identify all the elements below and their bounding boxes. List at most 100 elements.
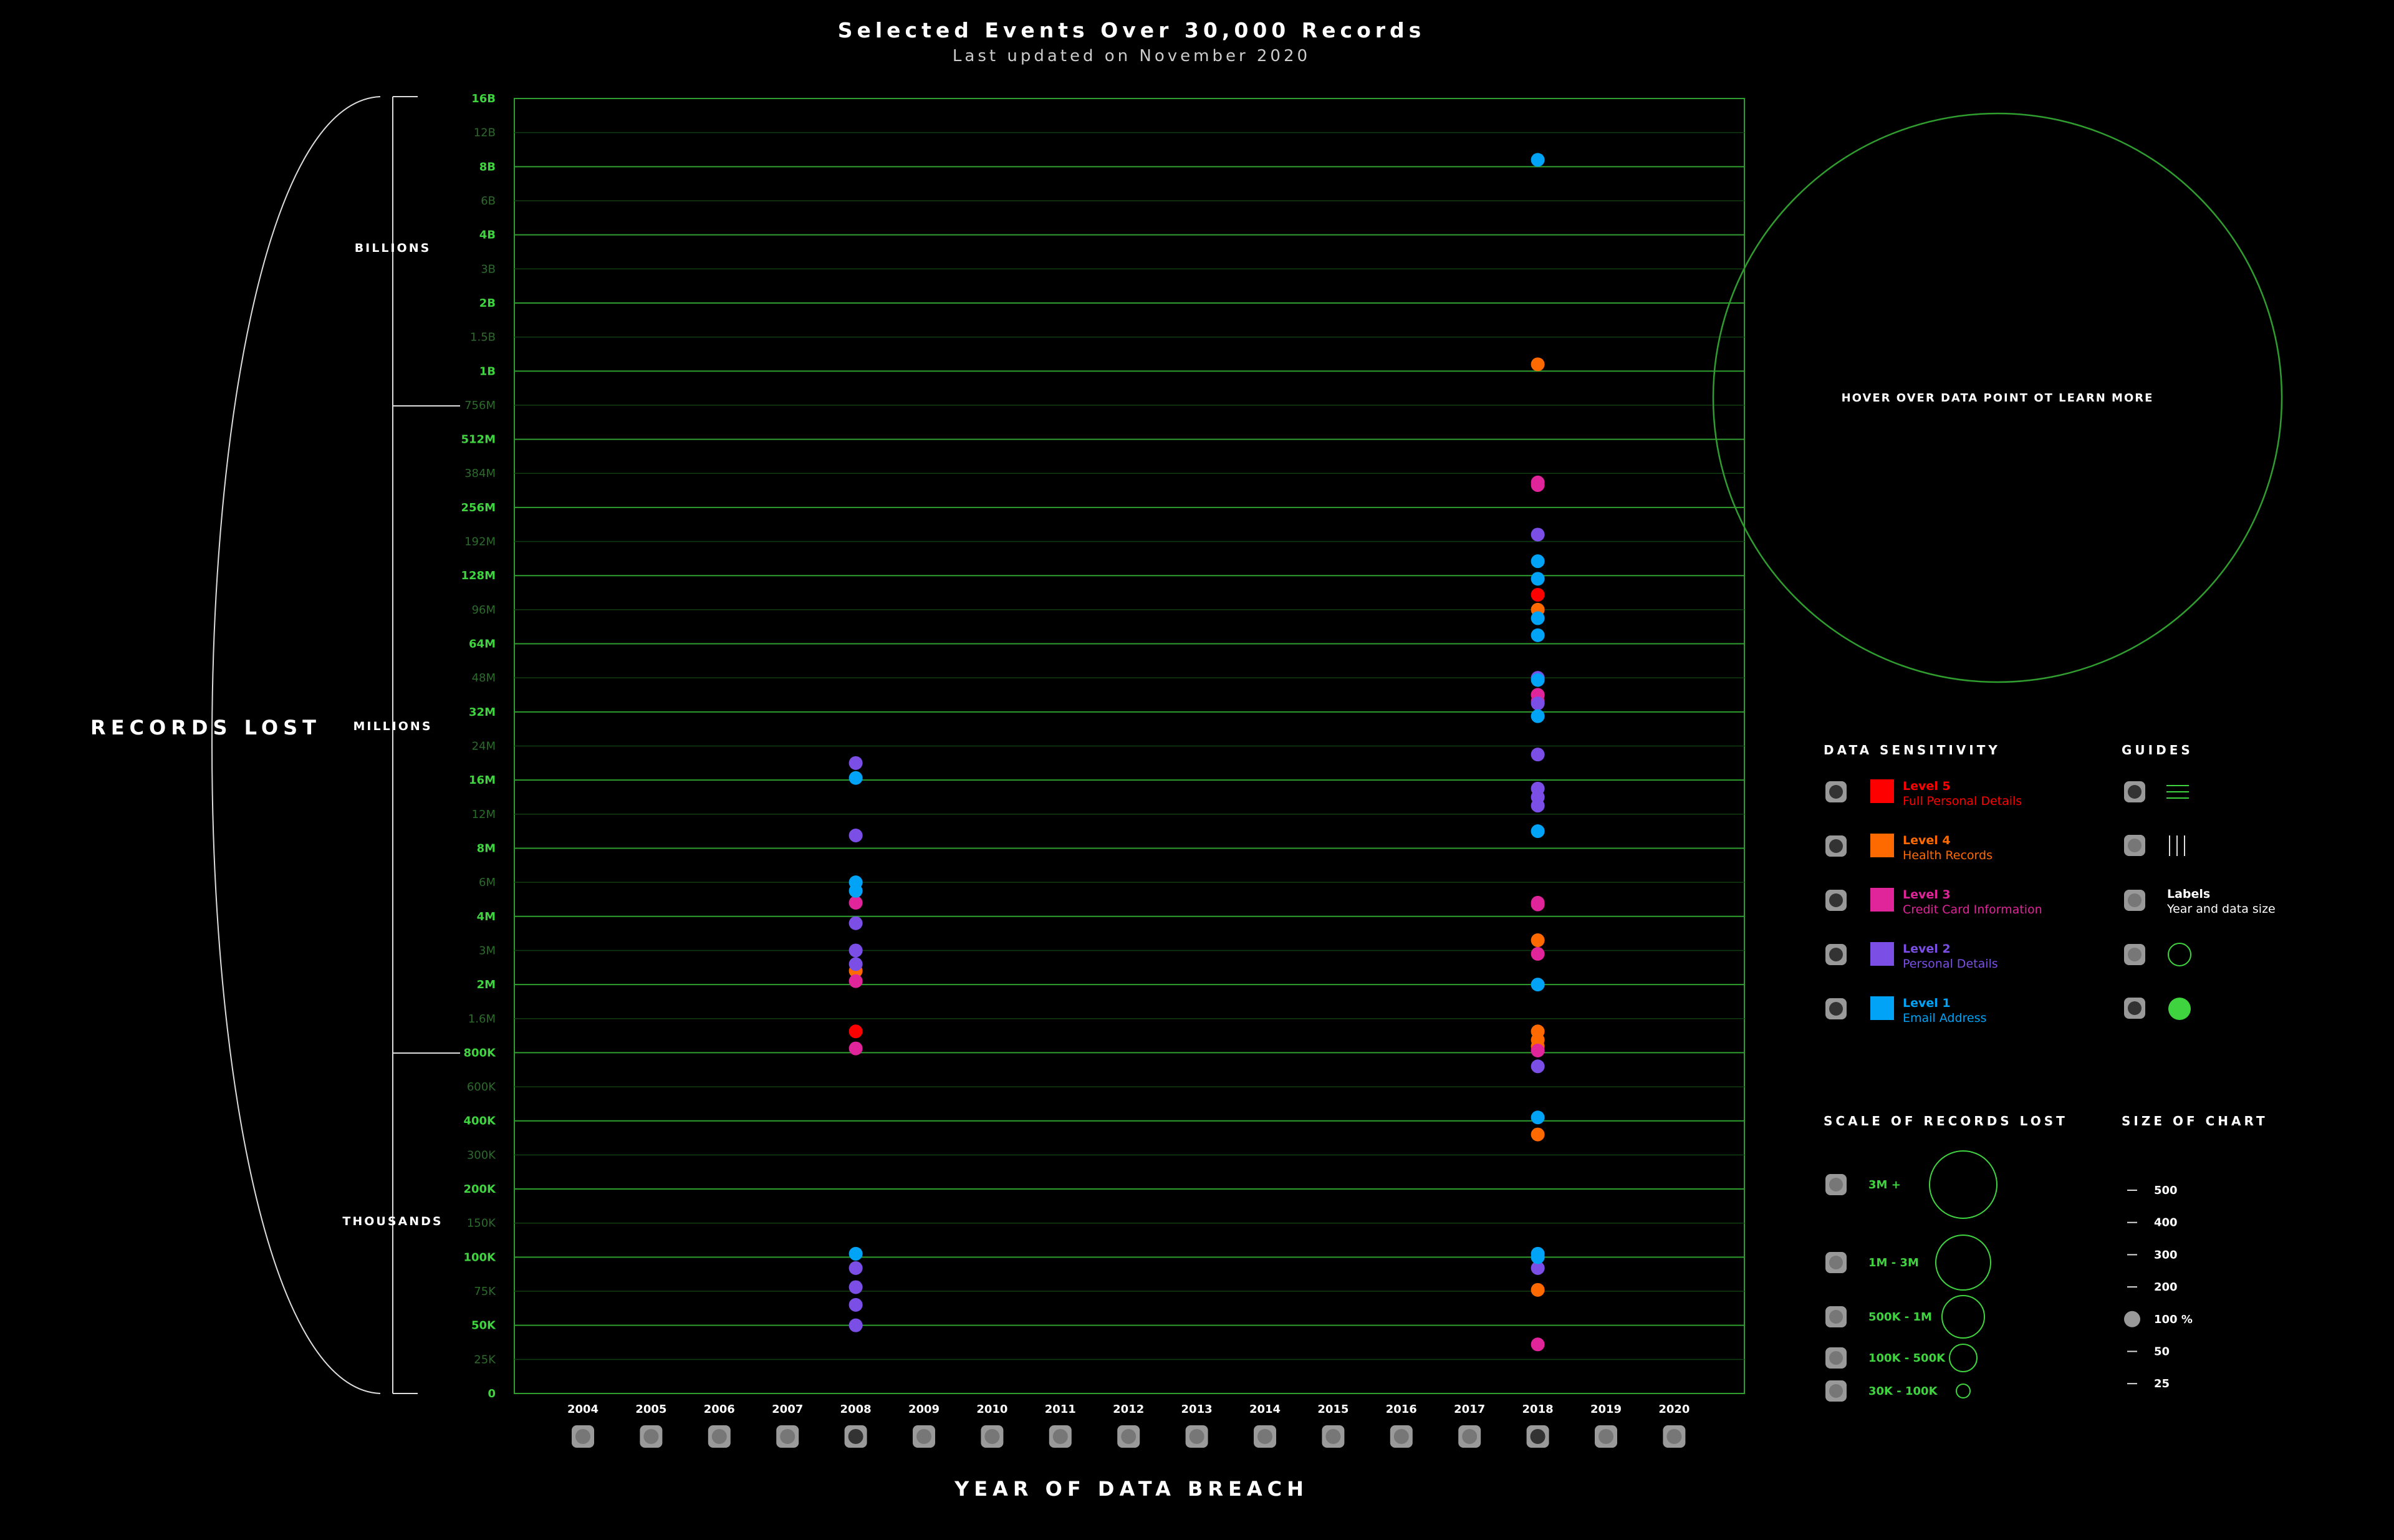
data-point[interactable]: [1531, 527, 1545, 542]
data-point[interactable]: [1531, 587, 1545, 602]
year-toggle-2007[interactable]: [776, 1425, 799, 1448]
data-point[interactable]: [1531, 1283, 1545, 1297]
data-point[interactable]: [1531, 554, 1545, 569]
size-option[interactable]: 300: [2127, 1248, 2178, 1261]
guide-outline-row: [2124, 943, 2191, 966]
size-option[interactable]: 100 %: [2124, 1311, 2193, 1327]
data-point[interactable]: [1531, 696, 1545, 711]
data-point[interactable]: [1531, 897, 1545, 912]
year-toggle-2008[interactable]: [844, 1425, 867, 1448]
y-tick-label: 96M: [472, 604, 496, 617]
year-toggle-2017[interactable]: [1458, 1425, 1481, 1448]
year-toggle-2012[interactable]: [1117, 1425, 1140, 1448]
data-point[interactable]: [1531, 153, 1545, 167]
guides-heading: GUIDES: [2122, 743, 2193, 758]
data-point[interactable]: [1531, 1250, 1545, 1264]
data-point[interactable]: [848, 756, 863, 770]
y-tick-label: 1B: [479, 365, 496, 378]
year-toggle-2020[interactable]: [1663, 1425, 1686, 1448]
data-point[interactable]: [1531, 748, 1545, 762]
data-point[interactable]: [1531, 611, 1545, 625]
data-point[interactable]: [1531, 1261, 1545, 1275]
year-toggle-dot: [916, 1429, 931, 1444]
y-tick-label: 8B: [479, 160, 496, 173]
group-label-millions: MILLIONS: [353, 719, 433, 733]
data-point[interactable]: [848, 974, 863, 988]
data-point[interactable]: [1531, 628, 1545, 642]
legend-level: Level 1: [1903, 996, 1951, 1010]
data-point[interactable]: [848, 1024, 863, 1039]
y-tick-label: 0: [488, 1387, 496, 1400]
size-label: 300: [2154, 1248, 2178, 1261]
year-toggle-2010[interactable]: [981, 1425, 1004, 1448]
y-tick-label: 3B: [481, 262, 496, 276]
data-point[interactable]: [1531, 1127, 1545, 1142]
year-toggle-dot: [1666, 1429, 1682, 1444]
data-point[interactable]: [848, 916, 863, 930]
data-point[interactable]: [1531, 1110, 1545, 1125]
data-point[interactable]: [1531, 478, 1545, 493]
size-option[interactable]: 25: [2127, 1377, 2170, 1390]
legend-description: Credit Card Information: [1903, 903, 2042, 917]
y-tick-label: 4M: [477, 910, 496, 923]
legend-description: Email Address: [1903, 1011, 1986, 1025]
guide-labels-title: Labels: [2167, 887, 2210, 901]
year-toggle-2011[interactable]: [1049, 1425, 1072, 1448]
size-option[interactable]: 50: [2127, 1345, 2170, 1359]
data-point[interactable]: [1531, 357, 1545, 372]
data-point[interactable]: [1531, 946, 1545, 961]
size-option[interactable]: 200: [2127, 1281, 2178, 1294]
data-point[interactable]: [848, 895, 863, 910]
y-tick-label: 6M: [479, 876, 496, 889]
data-point[interactable]: [1531, 799, 1545, 813]
year-toggle-2009[interactable]: [913, 1425, 935, 1448]
data-point[interactable]: [848, 883, 863, 898]
size-label: 100 %: [2154, 1313, 2193, 1326]
legend-description: Health Records: [1903, 849, 1993, 862]
data-point[interactable]: [848, 943, 863, 958]
year-toggle-2015[interactable]: [1322, 1425, 1345, 1448]
data-point[interactable]: [1531, 1337, 1545, 1352]
year-toggle-2014[interactable]: [1254, 1425, 1276, 1448]
data-point[interactable]: [1531, 1044, 1545, 1058]
data-point[interactable]: [1531, 978, 1545, 992]
scale-label: 1M - 3M: [1868, 1256, 1919, 1269]
data-point[interactable]: [848, 1297, 863, 1312]
data-point[interactable]: [1531, 933, 1545, 948]
scale-toggle-dot: [1829, 1310, 1843, 1324]
y-tick-label: 3M: [479, 944, 496, 957]
scale-item: 100K - 500K: [1825, 1344, 1978, 1372]
year-toggle-2006[interactable]: [708, 1425, 731, 1448]
data-point[interactable]: [848, 1318, 863, 1332]
year-label: 2008: [840, 1403, 872, 1416]
legend-swatch: [1870, 942, 1894, 966]
data-point[interactable]: [848, 1246, 863, 1261]
data-point[interactable]: [1531, 572, 1545, 586]
data-point[interactable]: [848, 1041, 863, 1056]
data-point[interactable]: [1531, 673, 1545, 687]
legend-description: Full Personal Details: [1903, 794, 2022, 808]
year-toggle-2004[interactable]: [572, 1425, 594, 1448]
data-point[interactable]: [848, 828, 863, 842]
scale-item: 30K - 100K: [1825, 1380, 1971, 1402]
size-option[interactable]: 500: [2127, 1184, 2178, 1197]
data-point[interactable]: [848, 957, 863, 971]
data-point[interactable]: [1531, 824, 1545, 839]
year-toggle-2019[interactable]: [1595, 1425, 1617, 1448]
year-label: 2006: [704, 1403, 735, 1416]
year-toggle-2013[interactable]: [1185, 1425, 1208, 1448]
info-panel-text: HOVER OVER DATA POINT OT LEARN MORE: [1842, 392, 2154, 405]
data-point[interactable]: [1531, 709, 1545, 723]
data-point[interactable]: [848, 1261, 863, 1275]
year-toggle-2018[interactable]: [1526, 1425, 1549, 1448]
y-tick-label: 12B: [474, 127, 496, 140]
data-point[interactable]: [1531, 1059, 1545, 1074]
data-point[interactable]: [848, 1280, 863, 1294]
year-toggle-2016[interactable]: [1390, 1425, 1413, 1448]
data-point[interactable]: [848, 771, 863, 785]
scale-heading: SCALE OF RECORDS LOST: [1824, 1114, 2068, 1129]
size-option[interactable]: 400: [2127, 1216, 2178, 1230]
year-toggle-2005[interactable]: [640, 1425, 663, 1448]
